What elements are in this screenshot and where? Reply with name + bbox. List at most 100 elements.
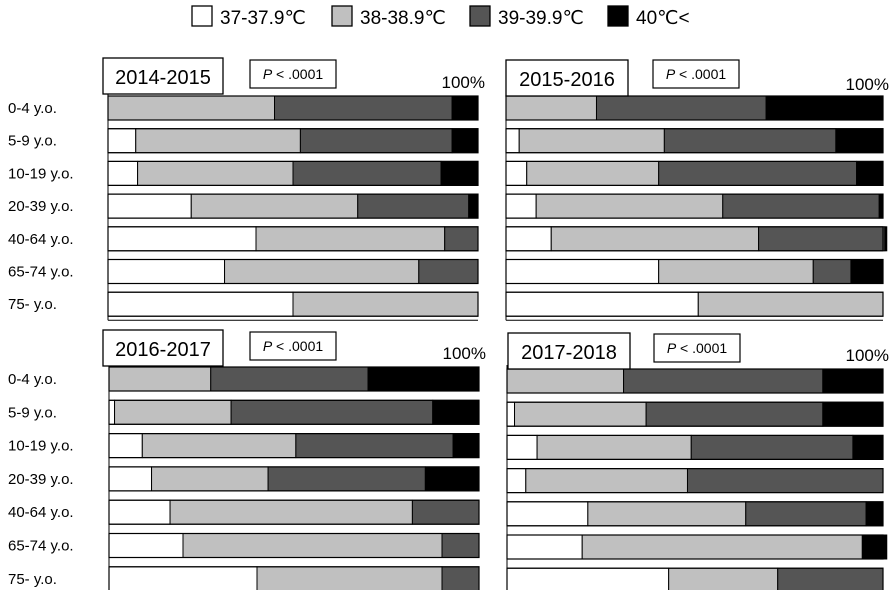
bar-segment-39 xyxy=(595,95,767,121)
panel-title-box xyxy=(507,332,631,370)
category-label: 10-19 y.o. xyxy=(8,438,74,455)
bar-segment-38 xyxy=(190,193,359,219)
bar-segment-37 xyxy=(108,499,171,525)
p-value-label: P < .0001 xyxy=(666,66,727,82)
bar-row xyxy=(107,128,479,154)
bar-segment-37 xyxy=(107,259,226,284)
chart-panel-3: 0-4 y.o. 5-9 y.o. 10-19 y.o. 20-39 y.o. 40-6… xyxy=(8,329,486,590)
legend-swatch-39 xyxy=(469,5,491,27)
bar-segment-39 xyxy=(267,466,426,492)
bar-segment-40 xyxy=(451,128,479,154)
panel-title: 2014-2015 xyxy=(115,67,211,89)
legend-item-38: 38-38.9℃ xyxy=(331,5,446,29)
bar-row xyxy=(506,534,888,560)
bar-segment-39 xyxy=(441,533,480,558)
legend-label-37: 37-37.9℃ xyxy=(220,8,306,29)
bar-segment-40 xyxy=(850,259,884,284)
panel-title: 2017-2018 xyxy=(521,342,617,364)
bar-segment-39 xyxy=(645,401,824,427)
bar-segment-38 xyxy=(518,128,665,154)
bar-segment-39 xyxy=(210,366,369,392)
category-label: 5-9 y.o. xyxy=(8,133,57,150)
bar-segment-37 xyxy=(108,566,258,590)
bar-segment-38 xyxy=(292,291,479,317)
category-label: 5-9 y.o. xyxy=(8,404,57,421)
bar-segment-38 xyxy=(114,399,232,425)
bar-segment-38 xyxy=(141,433,297,459)
category-label: 65-74 y.o. xyxy=(8,264,74,281)
bar-row xyxy=(107,226,479,252)
panel-title-box xyxy=(102,57,224,95)
bar-row xyxy=(107,193,479,219)
bar-segment-38 xyxy=(550,226,760,252)
category-label: 20-39 y.o. xyxy=(8,198,74,215)
bar-segment-37 xyxy=(107,291,294,317)
bar-segment-39 xyxy=(812,259,852,284)
bar-segment-39 xyxy=(441,566,480,590)
bar-segment-39 xyxy=(686,468,884,494)
bar-segment-39 xyxy=(444,226,479,252)
bar-segment-37 xyxy=(506,567,670,590)
category-label: 75- y.o. xyxy=(8,571,57,588)
bar-segment-37 xyxy=(506,468,527,494)
chart-panel-4: 2017-2018 P < .0001 100% xyxy=(506,332,889,590)
bar-row xyxy=(108,566,480,590)
legend-label-39: 39-39.9℃ xyxy=(498,8,584,29)
bar-segment-37 xyxy=(506,534,583,560)
bar-row xyxy=(108,399,480,425)
bar-segment-38 xyxy=(535,193,724,219)
bar-row xyxy=(107,258,479,285)
bar-row xyxy=(108,433,480,459)
percent-100-label: 100% xyxy=(846,346,889,365)
category-label: 40-64 y.o. xyxy=(8,504,74,521)
bar-segment-39 xyxy=(745,501,867,527)
category-label: 0-4 y.o. xyxy=(8,100,57,117)
p-value-box xyxy=(652,59,740,89)
bar-segment-38 xyxy=(668,567,779,590)
bar-row xyxy=(505,160,884,186)
p-value-box xyxy=(249,59,337,89)
bar-segment-40 xyxy=(835,128,884,154)
bar-row xyxy=(506,434,884,460)
bar-segment-38 xyxy=(255,226,446,252)
bar-row xyxy=(108,499,480,525)
bar-segment-39 xyxy=(690,434,854,460)
legend-swatch-37 xyxy=(191,5,213,27)
bar-segment-37 xyxy=(505,160,528,186)
bar-segment-38 xyxy=(224,259,420,284)
legend-label-38: 38-38.9℃ xyxy=(360,8,446,29)
bar-row xyxy=(506,567,884,590)
category-label: 75- y.o. xyxy=(8,296,57,313)
bar-segment-37 xyxy=(505,259,660,284)
bar-segment-37 xyxy=(505,128,520,154)
p-value-box xyxy=(653,333,741,363)
bar-segment-38 xyxy=(536,434,692,460)
panel-title: 2016-2017 xyxy=(115,339,211,361)
bar-segment-37 xyxy=(108,533,184,558)
category-label: 20-39 y.o. xyxy=(8,471,74,488)
bar-segment-39 xyxy=(357,193,470,219)
bar-row xyxy=(506,468,884,494)
bar-segment-40 xyxy=(822,368,884,394)
bar-segment-40 xyxy=(852,434,884,460)
category-label: 10-19 y.o. xyxy=(8,165,74,182)
bar-segment-37 xyxy=(505,226,552,252)
bar-segment-40 xyxy=(452,433,480,459)
bar-segment-39 xyxy=(411,499,480,525)
bar-segment-38 xyxy=(151,466,269,492)
bar-row xyxy=(107,95,479,121)
bar-segment-37 xyxy=(107,160,139,186)
bar-segment-37 xyxy=(505,193,537,219)
percent-100-label: 100% xyxy=(442,73,485,92)
bar-segment-39 xyxy=(295,433,454,459)
bar-segment-39 xyxy=(777,567,884,590)
bar-segment-38 xyxy=(182,533,443,558)
chart-panel-2: 2015-2016 P < .0001 100% xyxy=(505,59,889,321)
panel-title-box xyxy=(102,329,224,367)
bar-segment-38 xyxy=(526,160,660,186)
bar-segment-39 xyxy=(758,226,886,252)
bar-segment-37 xyxy=(107,193,192,219)
legend-label-40: 40℃< xyxy=(636,8,690,29)
bar-segment-39 xyxy=(663,128,837,154)
